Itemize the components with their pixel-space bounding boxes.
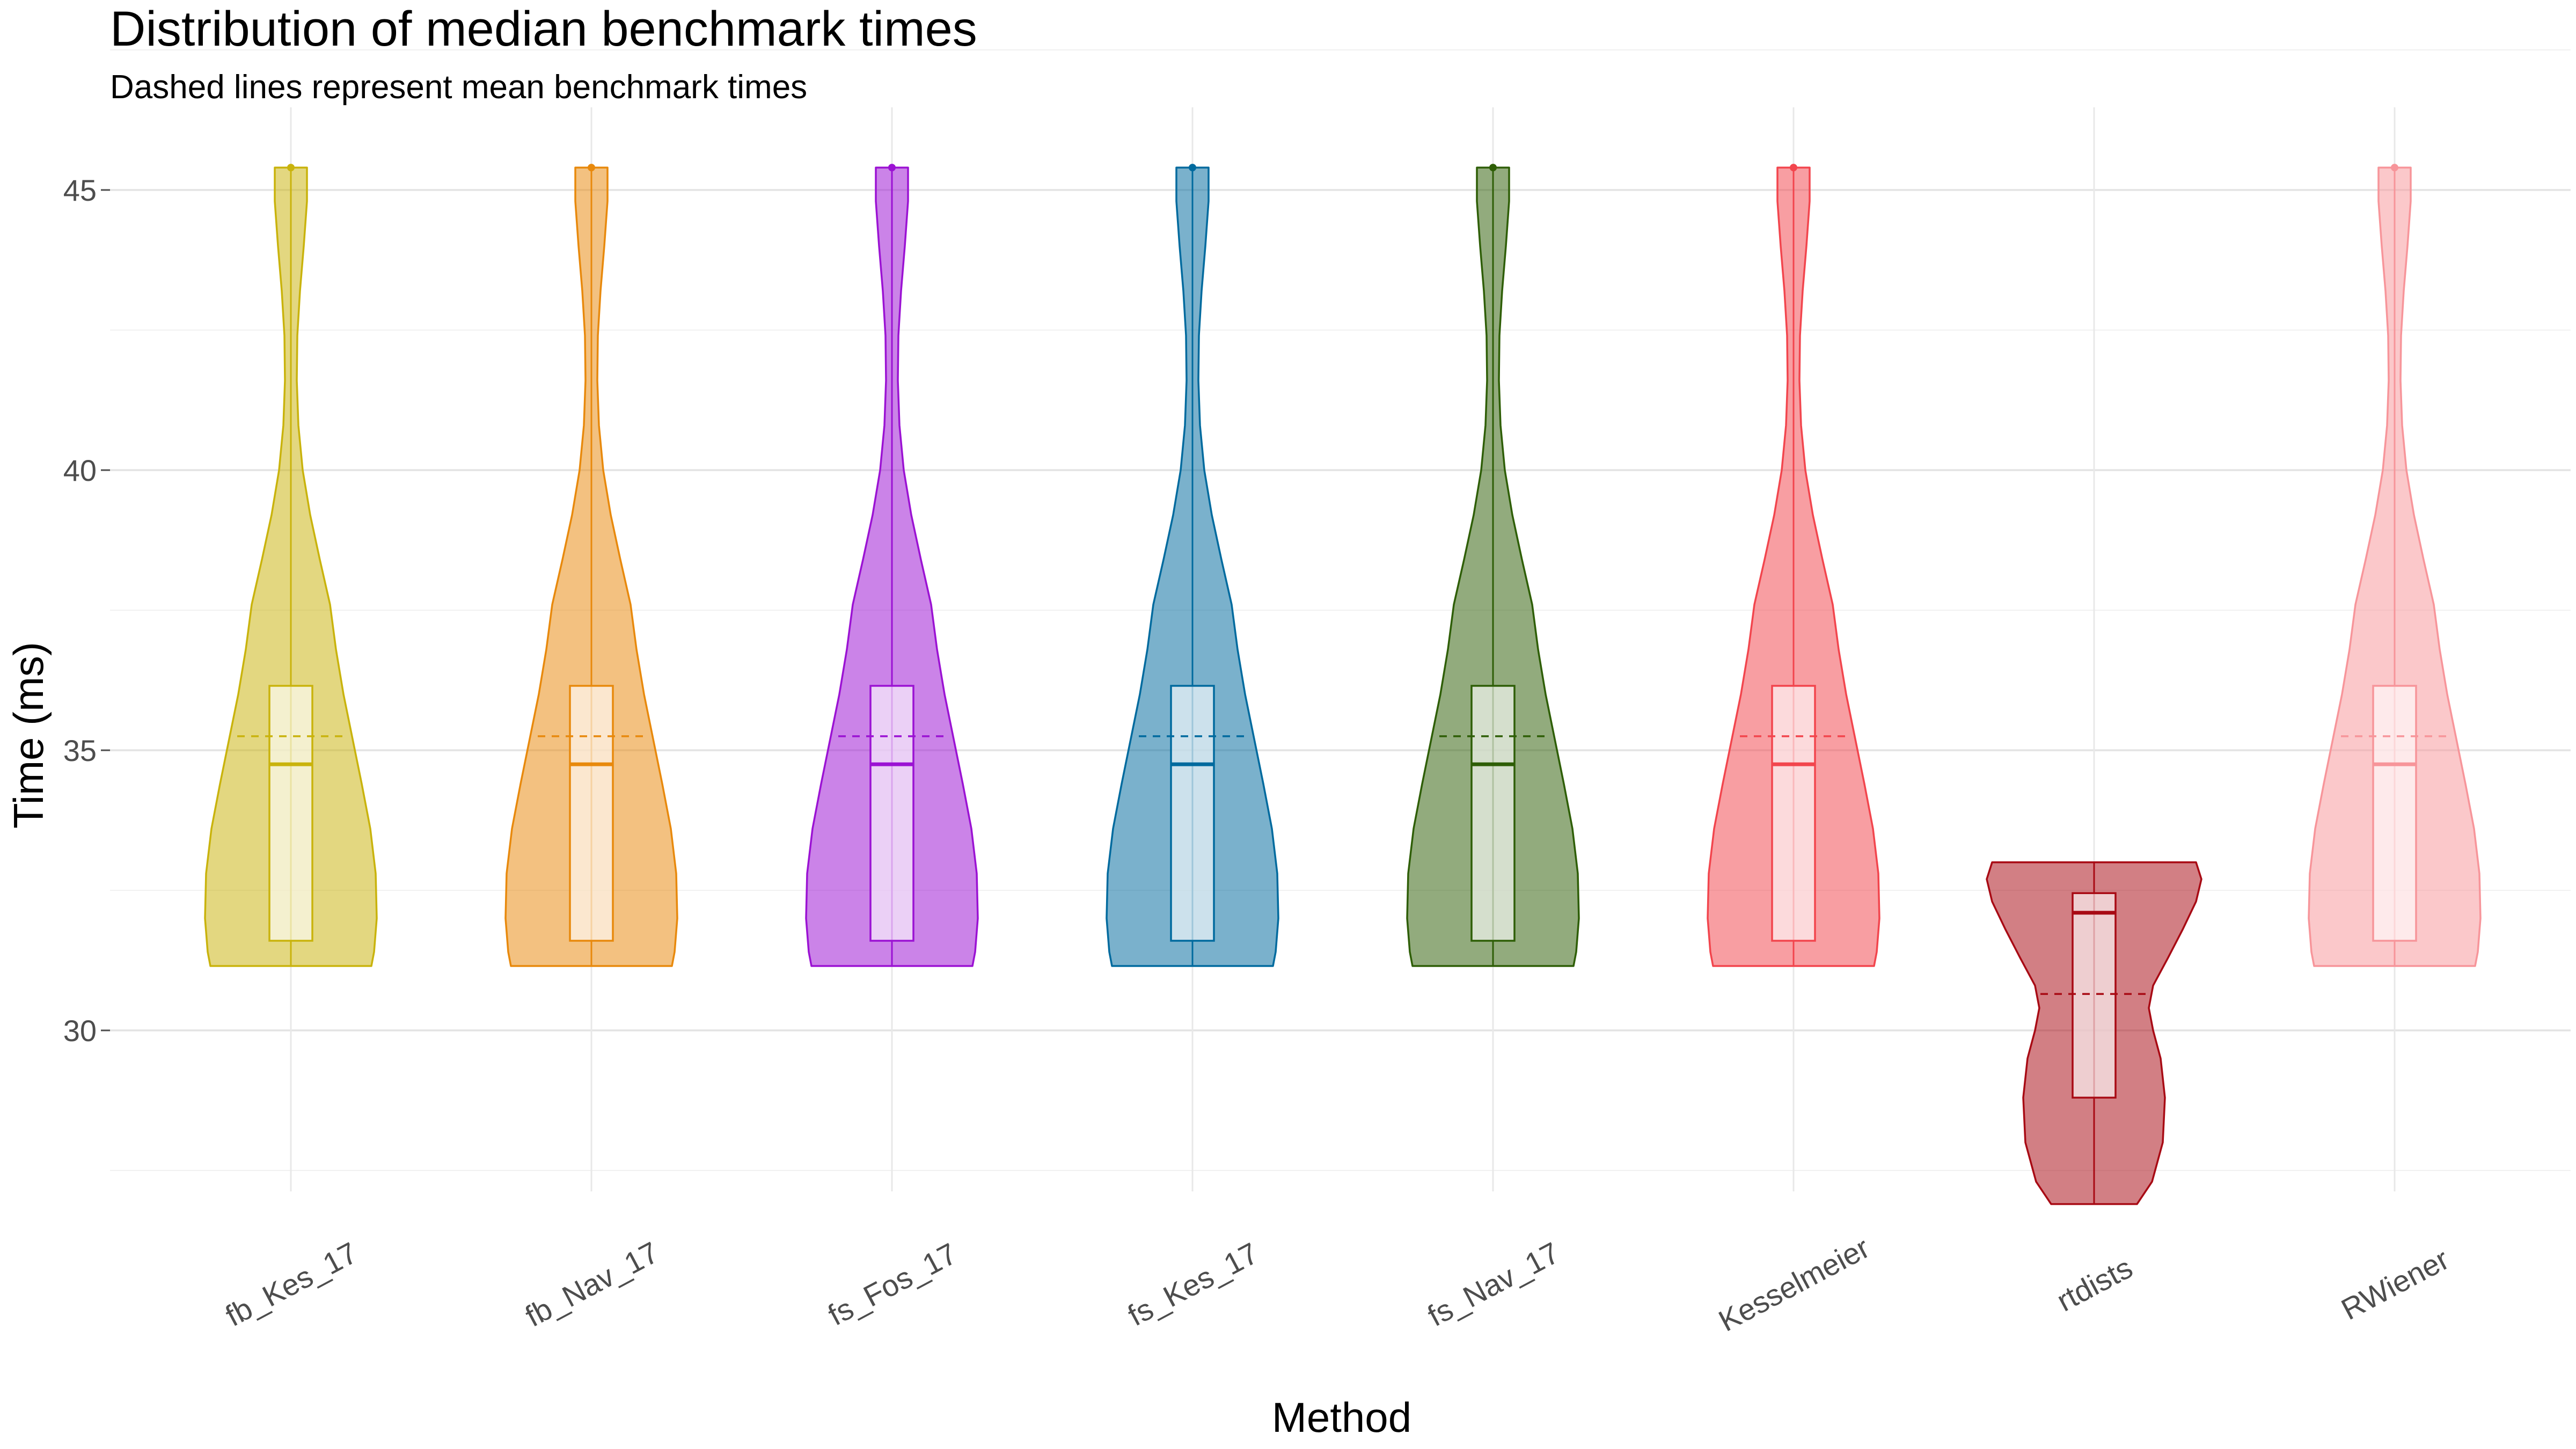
- y-axis-ticks: 30 35 40 45: [63, 173, 110, 1048]
- violin-fs_Nav_17: [1406, 164, 1580, 967]
- box: [869, 685, 914, 942]
- box: [2072, 892, 2117, 1099]
- outlier-point: [1189, 164, 1196, 172]
- outlier-point: [588, 164, 595, 172]
- violin-fs_Kes_17: [1106, 164, 1279, 967]
- x-tick-label: fb_Kes_17: [220, 1235, 363, 1333]
- x-tick-label: fs_Kes_17: [1122, 1236, 1263, 1333]
- chart-subtitle: Dashed lines represent mean benchmark ti…: [110, 69, 807, 106]
- outlier-point: [888, 164, 896, 172]
- violin-fb_Nav_17: [504, 164, 678, 967]
- x-tick-label: fb_Nav_17: [519, 1235, 664, 1333]
- y-tick-label: 30: [63, 1014, 97, 1048]
- grid-lines: [110, 49, 2571, 1191]
- x-axis-label: Method: [1272, 1394, 1411, 1441]
- y-axis-label: Time (ms): [5, 642, 52, 829]
- outlier-point: [1489, 164, 1497, 172]
- outlier-point: [2391, 164, 2398, 172]
- x-tick-label: rtdists: [2051, 1250, 2138, 1318]
- x-tick-label: fs_Fos_17: [823, 1236, 962, 1332]
- box: [1771, 685, 1816, 942]
- y-tick-label: 35: [63, 734, 97, 767]
- outlier-point: [1790, 164, 1797, 172]
- x-axis-ticks: fb_Kes_17 fb_Nav_17 fs_Fos_17 fs_Kes_17 fs_N…: [220, 1231, 2455, 1338]
- chart-title: Distribution of median benchmark times: [110, 2, 977, 56]
- violin-fb_Kes_17: [204, 164, 378, 967]
- box: [1470, 685, 1516, 942]
- y-tick-label: 40: [63, 453, 97, 487]
- box: [268, 685, 313, 942]
- x-tick-label: RWiener: [2336, 1242, 2454, 1326]
- violin-fs_Fos_17: [805, 164, 979, 967]
- y-tick-label: 45: [63, 173, 97, 207]
- box: [2372, 685, 2417, 942]
- outlier-point: [287, 164, 295, 172]
- box: [1170, 685, 1215, 942]
- violin-RWiener: [2308, 164, 2482, 967]
- x-tick-label: Kesselmeier: [1713, 1231, 1875, 1338]
- violins: [204, 164, 2482, 1205]
- x-tick-label: fs_Nav_17: [1422, 1235, 1565, 1333]
- violin-rtdists: [1986, 861, 2202, 1205]
- box: [569, 685, 614, 942]
- violin-Kesselmeier: [1707, 164, 1880, 967]
